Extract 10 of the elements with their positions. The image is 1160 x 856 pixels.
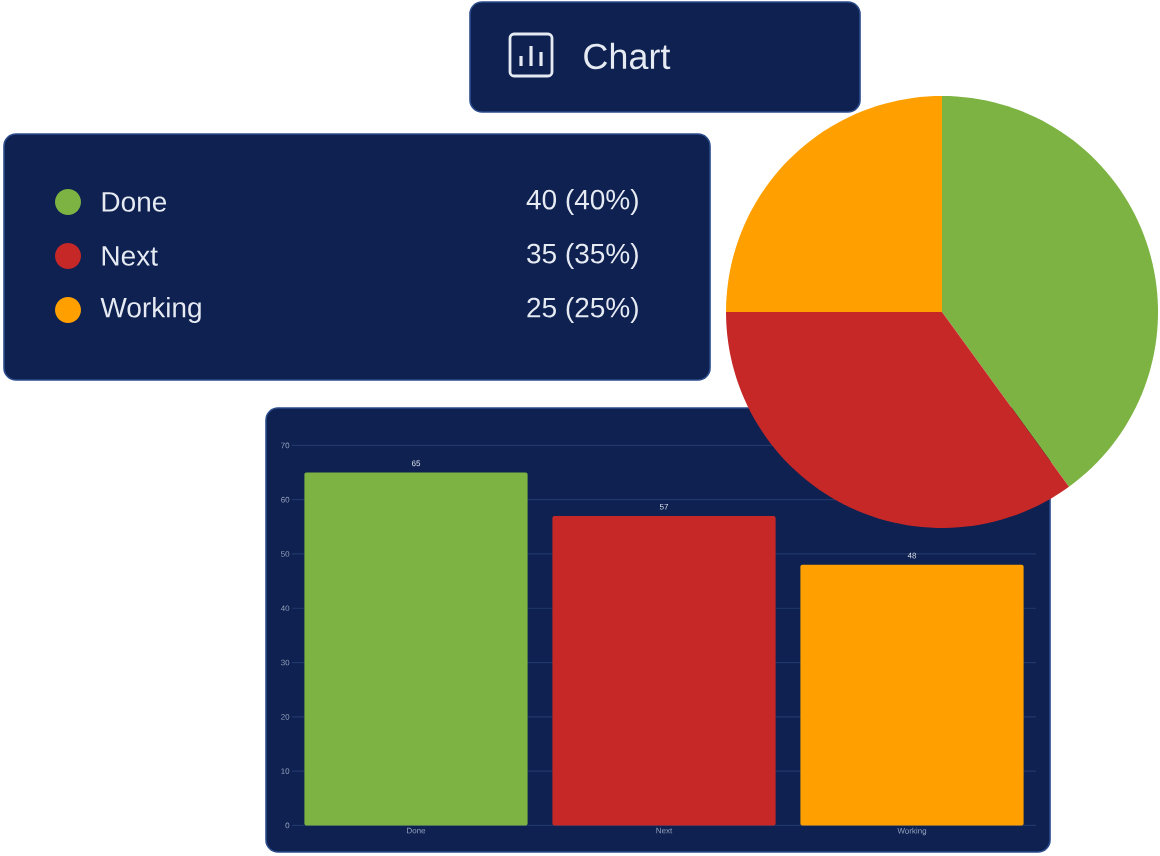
legend-label: Next (102, 246, 158, 266)
bar (800, 564, 1024, 826)
bar (552, 515, 776, 826)
legend-label: Working (100, 296, 201, 324)
chart-title: Chart (584, 42, 671, 70)
legend-label: Done (102, 192, 167, 212)
data-label: 25 (25%) (527, 296, 638, 324)
data-label: 35 (35%) (527, 242, 638, 270)
data-label: 40 (40%) (526, 188, 638, 216)
bar (304, 472, 528, 826)
